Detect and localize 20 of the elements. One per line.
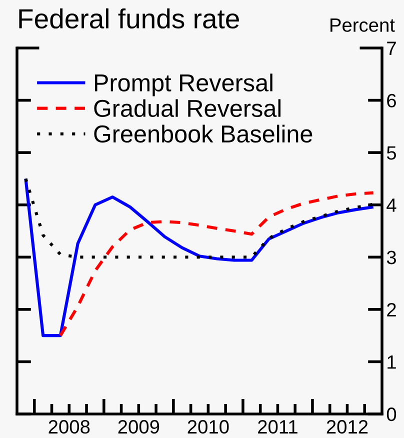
y-axis-title: Percent: [330, 18, 395, 32]
y-tick-label: 0: [386, 408, 396, 422]
x-tick-label: 2010: [188, 420, 229, 434]
x-tick-label: 2009: [118, 420, 160, 434]
y-tick-label: 5: [386, 146, 396, 160]
y-tick-label: 6: [387, 94, 396, 108]
x-tick-label: 2008: [48, 420, 90, 434]
y-tick-label: 2: [387, 302, 396, 316]
x-tick-label: 2012: [326, 420, 368, 434]
y-tick-label: 1: [388, 355, 396, 369]
y-tick-label: 4: [386, 198, 396, 212]
y-tick-label: 7: [387, 42, 396, 55]
x-tick-label: 2011: [258, 420, 298, 434]
legend-label: Gradual Reversal: [94, 99, 280, 118]
line-series: [24, 177, 375, 338]
legend-label: Greenbook Baseline: [94, 124, 312, 143]
chart-title: Federal funds rate: [19, 8, 239, 29]
line-series: [58, 191, 375, 338]
legend-label: Prompt Reversal: [94, 74, 272, 96]
y-tick-label: 3: [386, 250, 396, 264]
